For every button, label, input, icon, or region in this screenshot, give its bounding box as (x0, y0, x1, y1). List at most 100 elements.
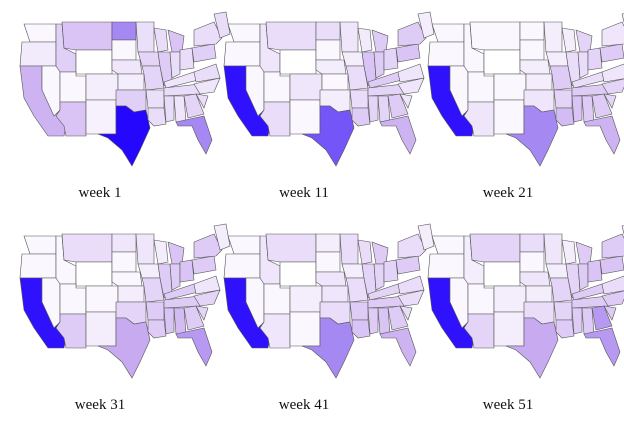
state-ga (387, 93, 409, 119)
state-ms (571, 307, 583, 335)
state-ks (321, 285, 349, 303)
state-nd (111, 21, 137, 41)
state-ne (315, 271, 347, 287)
state-mi (371, 29, 389, 53)
map-panel: week 21 (408, 0, 624, 214)
map-panel: week 31 (0, 212, 231, 426)
state-wi (357, 27, 373, 53)
state-ar (349, 89, 369, 109)
state-ks (321, 73, 349, 91)
state-ga (591, 305, 613, 331)
state-ut (467, 283, 495, 315)
state-wa (431, 23, 465, 43)
state-ny (397, 233, 427, 259)
state-al (173, 95, 187, 123)
state-tx (301, 317, 355, 379)
state-oh (179, 259, 195, 283)
state-ut (263, 71, 291, 103)
state-or (19, 253, 57, 279)
state-sd (315, 39, 341, 61)
state-ms (163, 307, 175, 335)
state-ne (519, 59, 551, 75)
us-map (427, 13, 624, 167)
state-va (601, 63, 624, 83)
state-mn (543, 233, 563, 265)
state-co (85, 73, 119, 101)
map-panel: week 11 (204, 0, 435, 214)
state-mn (339, 233, 359, 265)
state-mi (371, 241, 389, 265)
state-va (397, 275, 425, 295)
state-nd (315, 21, 341, 41)
state-ne (111, 59, 143, 75)
state-va (193, 63, 221, 83)
state-nd (519, 21, 545, 41)
state-sd (111, 251, 137, 273)
state-wi (561, 27, 577, 53)
state-wi (357, 239, 373, 265)
state-wi (561, 239, 577, 265)
state-fl (583, 115, 621, 155)
state-wi (153, 239, 169, 265)
us-map (223, 223, 435, 379)
state-sc (195, 93, 209, 109)
state-tx (505, 317, 559, 379)
state-ks (117, 285, 145, 303)
state-co (289, 285, 323, 313)
state-in (169, 51, 181, 79)
state-mo (141, 277, 165, 303)
state-wy (75, 49, 113, 75)
state-ar (553, 301, 573, 321)
state-nd (519, 233, 545, 253)
state-nd (111, 233, 137, 253)
state-ia (545, 51, 569, 67)
state-pa (191, 255, 217, 275)
map-caption: week 21 (482, 185, 534, 201)
state-tx (301, 105, 355, 167)
map-panel: week 41 (204, 212, 435, 426)
state-sd (519, 251, 545, 273)
state-mo (345, 277, 369, 303)
state-sc (195, 305, 209, 321)
state-va (397, 63, 425, 83)
state-fl (379, 327, 417, 367)
state-pa (395, 255, 421, 275)
state-ga (387, 305, 409, 331)
state-ne2 (213, 223, 231, 251)
state-ga (183, 305, 205, 331)
state-wa (23, 23, 57, 43)
state-wa (227, 235, 261, 255)
state-ne (519, 271, 551, 287)
state-ks (525, 285, 553, 303)
state-or (19, 41, 57, 67)
state-ne2 (417, 223, 435, 251)
state-tx (505, 105, 559, 167)
state-mi (575, 29, 593, 53)
map-panel: week 51 (408, 212, 624, 426)
map-caption: week 11 (279, 185, 329, 201)
state-va (193, 275, 221, 295)
state-fl (175, 115, 213, 155)
state-ia (137, 263, 161, 279)
state-al (377, 307, 391, 335)
map-caption: week 1 (78, 185, 122, 201)
state-co (493, 73, 527, 101)
state-mi (575, 241, 593, 265)
state-or (427, 41, 465, 67)
state-ms (367, 95, 379, 123)
state-ks (117, 73, 145, 91)
state-or (427, 253, 465, 279)
state-ny (397, 21, 427, 47)
state-ne2 (417, 11, 435, 39)
state-mn (543, 21, 563, 53)
state-in (577, 263, 589, 291)
state-in (169, 263, 181, 291)
state-ut (59, 71, 87, 103)
state-ks (525, 73, 553, 91)
state-nm (289, 99, 321, 135)
state-ne (315, 59, 347, 75)
state-ny (601, 233, 624, 259)
state-ga (183, 93, 205, 119)
state-oh (179, 47, 195, 71)
